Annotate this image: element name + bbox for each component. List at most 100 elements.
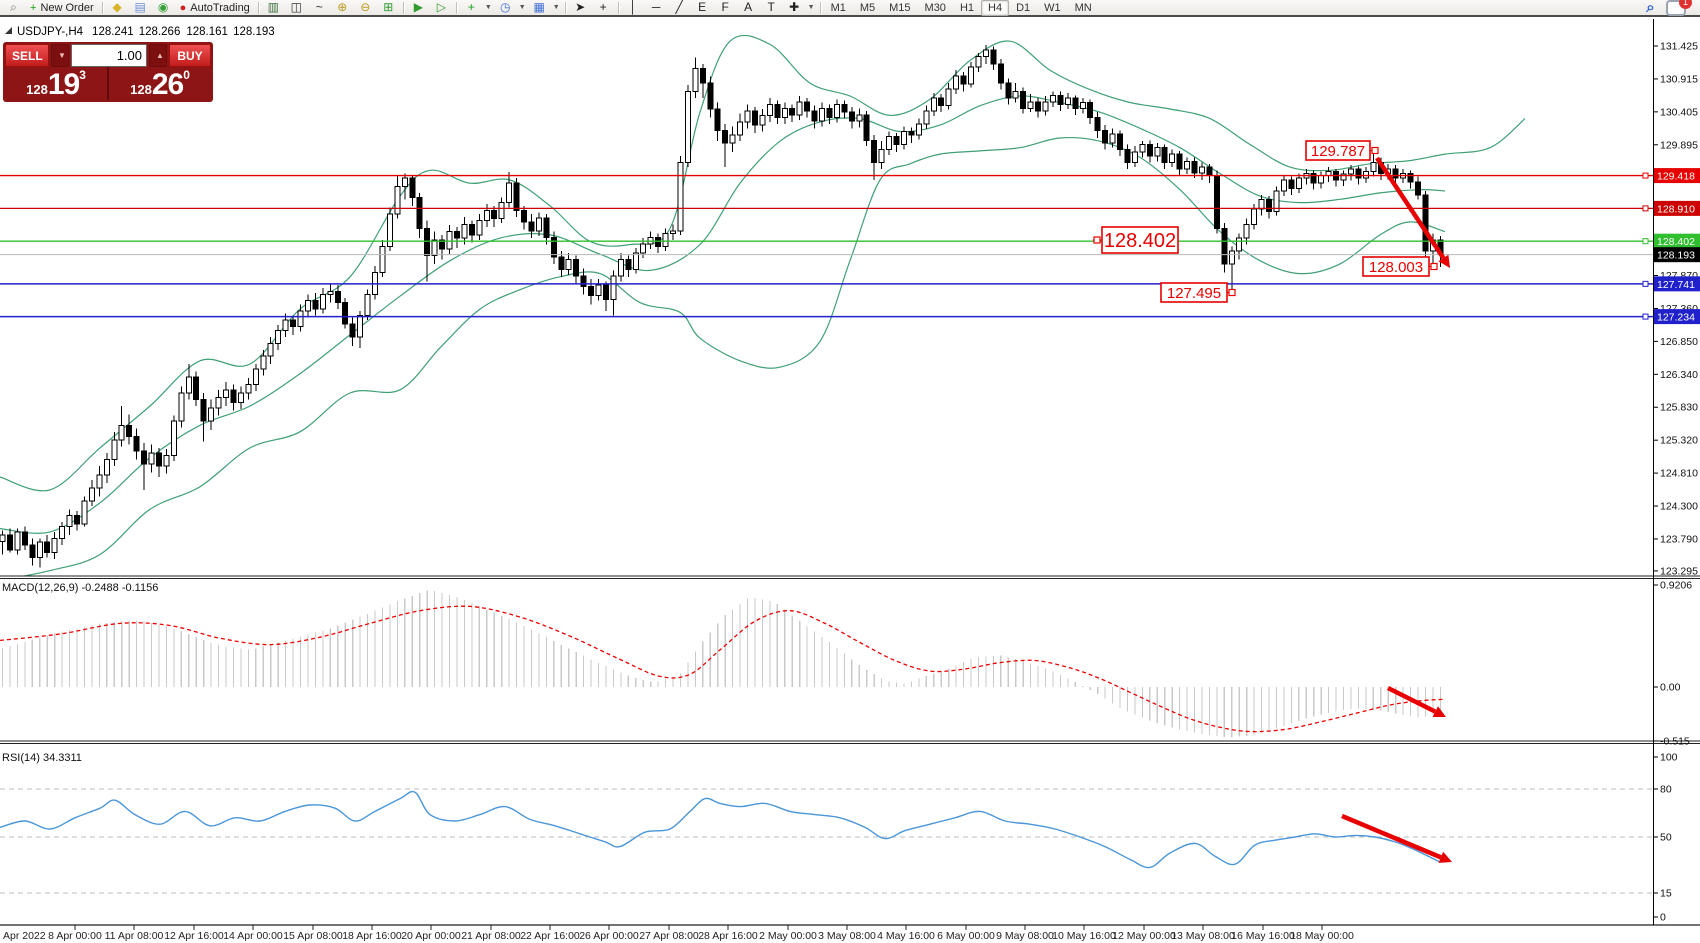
indicators-icon[interactable]: + [460, 0, 483, 15]
candle-body [737, 121, 744, 136]
candle-body [781, 107, 788, 118]
trend-arrow-head [1438, 851, 1452, 863]
candle-body [945, 88, 952, 107]
symbol-corner-icon [5, 27, 12, 34]
timeframe-button-w1[interactable]: W1 [1044, 1, 1061, 14]
candle-body [401, 177, 408, 187]
arrows-dropdown[interactable]: ▼ [807, 4, 815, 11]
volume-increase-button[interactable]: ▲ [149, 44, 167, 67]
annotation-handle[interactable] [1228, 288, 1236, 297]
periods-icon[interactable]: ◷ [494, 0, 517, 15]
candle-body [223, 389, 229, 399]
new-order-button[interactable]: + New Order [25, 0, 99, 15]
time-axis-label: 22 Apr 16:00 [520, 930, 580, 942]
price-badge-label: 128.910 [1657, 203, 1695, 215]
price-label-annotation-box[interactable] [1101, 226, 1179, 254]
timeframe-button-h1[interactable]: H1 [959, 1, 974, 14]
cursor-icon: ➤ [575, 0, 586, 14]
buy-price[interactable]: 128 26 0 [109, 67, 211, 100]
candle-body [617, 258, 624, 277]
candle-body [483, 209, 490, 222]
candle-body [968, 66, 974, 85]
chart-shift-icon[interactable]: ▷ [430, 0, 453, 15]
chart-canvas[interactable] [0, 19, 1653, 576]
trend-arrow[interactable] [1386, 685, 1437, 714]
price-badge [1654, 247, 1700, 263]
text-icon[interactable]: A [737, 0, 760, 15]
candle-body [424, 227, 431, 257]
zoom-in-icon[interactable]: ⊕ [331, 0, 354, 15]
candle-body [997, 63, 1004, 84]
candle-body [1288, 179, 1295, 189]
search-icon[interactable]: ⌕ [1639, 0, 1662, 15]
candle-body [1146, 143, 1153, 157]
trend-arrow[interactable] [1375, 156, 1446, 260]
candlestick-chart-icon[interactable]: ◫ [285, 0, 308, 15]
cursor-icon[interactable]: ➤ [569, 0, 592, 15]
timeframe-button-m30[interactable]: M30 [924, 1, 946, 14]
level-line-handle[interactable] [1642, 313, 1649, 320]
volume-decrease-button[interactable]: ▼ [51, 44, 69, 67]
magnifier-icon[interactable]: ⌕ [2, 0, 25, 15]
time-axis[interactable] [0, 926, 1653, 943]
time-axis-label: 14 Apr 00:00 [223, 930, 283, 942]
timeframe-button-d1[interactable]: D1 [1016, 1, 1031, 14]
sell-button[interactable]: SELL [5, 44, 49, 67]
sell-price[interactable]: 128 19 3 [5, 67, 109, 100]
candle-body [886, 136, 893, 151]
level-line-handle[interactable] [1642, 205, 1649, 212]
time-axis-label: 4 May 16:00 [877, 930, 935, 942]
signals-icon[interactable]: ◉ [152, 0, 175, 15]
templates-icon[interactable]: ▦ [528, 0, 551, 15]
arrows-icon[interactable]: ✚ [783, 0, 806, 15]
timeframe-button-m5[interactable]: M5 [859, 1, 876, 14]
annotation-handle[interactable] [1430, 262, 1438, 271]
axis-tick-label: 15 [1660, 888, 1672, 900]
market-icon[interactable]: ▤ [129, 0, 152, 15]
indicators-icon: + [467, 0, 475, 14]
crosshair-icon[interactable]: + [592, 0, 615, 15]
trend-arrow[interactable] [1341, 813, 1442, 860]
timeframe-button-m15[interactable]: M15 [889, 1, 911, 14]
annotation-handle[interactable] [1371, 146, 1379, 155]
timeframe-button-h4[interactable]: H4 [981, 0, 1010, 16]
bar-chart-icon[interactable]: ▥ [262, 0, 285, 15]
volume-input[interactable] [71, 44, 147, 67]
trendline-icon[interactable]: ╱ [668, 0, 691, 15]
metaeditor-icon[interactable]: ◆ [106, 0, 129, 15]
candle-body [1027, 101, 1034, 109]
periods-dropdown[interactable]: ▼ [518, 4, 526, 11]
indicators-dropdown[interactable]: ▼ [484, 4, 492, 11]
symbol-ohlc-line: USDJPY-,H4 128.241 128.266 128.161 128.193 [17, 26, 275, 38]
buy-button[interactable]: BUY [169, 44, 211, 67]
autotrading-button-label: AutoTrading [190, 1, 250, 14]
auto-scroll-icon[interactable]: ▶ [407, 0, 430, 15]
annotation-handle[interactable] [1093, 236, 1101, 244]
rsi-line [0, 790, 1441, 869]
candle-body [1251, 208, 1258, 226]
candle-body [1139, 143, 1146, 153]
zoom-out-icon[interactable]: ⊖ [354, 0, 377, 15]
price-axis[interactable] [1653, 19, 1700, 925]
templates-dropdown[interactable]: ▼ [552, 4, 560, 11]
horizontal-line-icon[interactable]: ─ [645, 0, 668, 15]
fibo-fan-icon[interactable]: F [714, 0, 737, 15]
level-line-handle[interactable] [1642, 280, 1649, 287]
line-chart-icon[interactable]: ~ [308, 0, 331, 15]
text-label-icon[interactable]: T [760, 0, 783, 15]
level-line-handle[interactable] [1642, 238, 1649, 245]
macd-signal-line [0, 605, 1446, 733]
tile-windows-icon[interactable]: ⊞ [377, 0, 400, 15]
text-icon: A [744, 0, 753, 14]
chat-icon[interactable]: 1 [1666, 0, 1692, 16]
autotrading-button[interactable]: ● AutoTrading [175, 0, 255, 15]
vertical-line-icon[interactable]: │ [622, 0, 645, 15]
buy-price-point: 0 [183, 68, 190, 82]
timeframe-button-mn[interactable]: MN [1074, 1, 1092, 14]
fibo-retracement-icon: E [698, 0, 707, 14]
candle-body [439, 239, 446, 250]
level-line-handle[interactable] [1642, 172, 1649, 179]
timeframe-button-m1[interactable]: M1 [830, 1, 846, 14]
candle-body [848, 111, 855, 122]
fibo-retracement-icon[interactable]: E [691, 0, 714, 15]
